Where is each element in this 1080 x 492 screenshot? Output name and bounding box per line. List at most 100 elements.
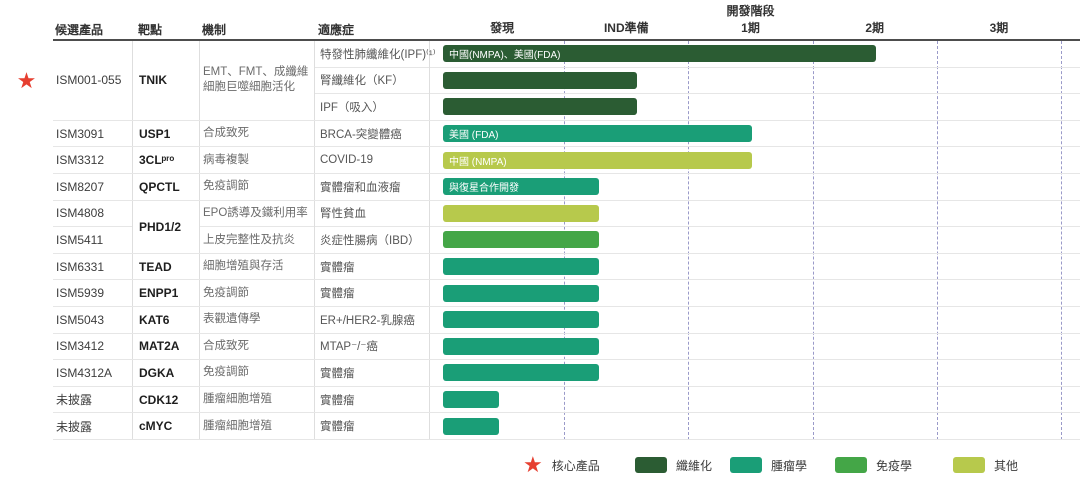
target-column: PHD1/2 bbox=[133, 200, 200, 253]
candidate-product-cell-text: ISM4808 bbox=[56, 206, 105, 221]
indication-cell-text: 實體瘤 bbox=[320, 367, 355, 380]
mechanism-cell: 腫瘤細胞增殖 bbox=[200, 413, 314, 439]
product-column: ISM5939 bbox=[53, 280, 133, 306]
product-column: ISM4312A bbox=[53, 360, 133, 386]
bar-status-label: 與復星合作開發 bbox=[449, 183, 519, 195]
mechanism-column: EPO誘導及鐵利用率 上皮完整性及抗炎 bbox=[200, 200, 315, 253]
row-margin bbox=[0, 280, 53, 307]
product-column: ISM6331 bbox=[53, 253, 133, 280]
mechanism-cell: 上皮完整性及抗炎 bbox=[200, 226, 314, 253]
stage-track-cell bbox=[430, 254, 1080, 280]
mechanism-cell: 細胞增殖與存活 bbox=[200, 254, 314, 280]
pipeline-row-inner: ISM3412 MAT2A 合成致死 MTAP⁻/⁻癌 bbox=[53, 333, 1080, 361]
pipeline-bar-other bbox=[443, 204, 599, 222]
target-cell: KAT6 bbox=[133, 307, 199, 333]
legend-label: 纖維化 bbox=[676, 458, 713, 473]
pipeline-row-group: ISM5939 ENPP1 免疫調節 實體瘤 bbox=[0, 280, 1080, 307]
pipeline-bar-immunology bbox=[443, 231, 599, 249]
stage-track-column bbox=[430, 387, 1080, 413]
target-cell-text: TNIK bbox=[139, 73, 167, 88]
immunology-swatch-icon bbox=[835, 457, 867, 473]
stage-track-column bbox=[430, 360, 1080, 386]
bar-status-label: 中國(NMPA)、美國(FDA) bbox=[449, 50, 561, 62]
target-column: USP1 bbox=[133, 120, 200, 147]
indication-cell-text: 實體瘤和血液瘤 bbox=[320, 181, 401, 194]
product-column: 未披露 bbox=[53, 413, 133, 439]
pipeline-bar-oncology bbox=[443, 364, 599, 382]
row-margin bbox=[0, 147, 53, 174]
oncology-swatch-icon bbox=[730, 457, 762, 473]
target-column: TEAD bbox=[133, 253, 200, 280]
target-cell: CDK12 bbox=[133, 387, 199, 413]
pipeline-bar-fibrosis: 中國(NMPA)、美國(FDA) bbox=[443, 45, 876, 63]
indication-column: BRCA-突變體癌 bbox=[315, 120, 430, 147]
indication-column: COVID-19 bbox=[315, 147, 430, 173]
target-column: MAT2A bbox=[133, 333, 200, 360]
pipeline-bar-oncology: 與復星合作開發 bbox=[443, 178, 599, 196]
mechanism-cell-text: 免疫調節 bbox=[203, 286, 249, 299]
candidate-product-cell-text: ISM3312 bbox=[56, 153, 105, 168]
indication-cell-text: 實體瘤 bbox=[320, 288, 355, 301]
mechanism-cell: 免疫調節 bbox=[200, 280, 314, 306]
column-header-indication: 適應症 bbox=[318, 23, 355, 37]
candidate-product-cell-text: ISM5411 bbox=[56, 232, 104, 247]
candidate-product-cell-text: 未披露 bbox=[56, 393, 93, 408]
stage-track-column: 中國 (NMPA) bbox=[430, 147, 1080, 173]
indication-cell-text: BRCA-突變體癌 bbox=[320, 128, 402, 141]
mechanism-cell-text: 腫瘤細胞增殖 bbox=[203, 393, 272, 406]
pipeline-row-inner: ISM3091 USP1 合成致死 BRCA-突變體癌 美國 (FDA) bbox=[53, 120, 1080, 148]
product-column: ISM3412 bbox=[53, 333, 133, 360]
mechanism-cell: 合成致死 bbox=[200, 121, 314, 147]
pipeline-row-inner: 未披露 cMYC 腫瘤細胞增殖 實體瘤 bbox=[53, 413, 1080, 440]
stage-label-phase1: 1期 bbox=[741, 21, 760, 35]
column-header-target: 靶點 bbox=[138, 23, 163, 37]
stage-track-cell bbox=[430, 334, 1080, 360]
target-column: cMYC bbox=[133, 413, 200, 439]
candidate-product-cell: ISM5939 bbox=[53, 280, 132, 306]
target-cell: 3CLᵖʳᵒ bbox=[133, 147, 199, 173]
stage-gridline bbox=[1061, 41, 1062, 440]
indication-column: 實體瘤 bbox=[315, 280, 430, 306]
product-column: ISM8207 bbox=[53, 173, 133, 200]
core-product-star-icon: ★ bbox=[523, 452, 543, 477]
legend-item-core-product: ★ 核心產品 bbox=[523, 449, 600, 481]
row-margin bbox=[0, 174, 53, 201]
mechanism-cell-text: 病毒複製 bbox=[203, 153, 249, 166]
target-cell-text: PHD1/2 bbox=[139, 219, 182, 234]
target-cell-text: MAT2A bbox=[139, 339, 180, 354]
pipeline-bar-fibrosis bbox=[443, 98, 637, 116]
row-margin bbox=[0, 201, 53, 254]
mechanism-cell: 腫瘤細胞增殖 bbox=[200, 387, 314, 413]
mechanism-column: 細胞增殖與存活 bbox=[200, 253, 315, 280]
indication-cell: COVID-19 bbox=[315, 147, 429, 173]
indication-column: 特發性肺纖維化(IPF)⁽¹⁾ 腎纖維化（KF） IPF（吸入） bbox=[315, 41, 436, 120]
stage-track-cell: 中國(NMPA)、美國(FDA) bbox=[430, 41, 1080, 67]
target-cell-text: 3CLᵖʳᵒ bbox=[139, 153, 175, 168]
candidate-product-cell: ISM5043 bbox=[53, 307, 132, 333]
legend-item-other: 其他 bbox=[953, 449, 1018, 481]
mechanism-cell: 免疫調節 bbox=[200, 174, 314, 200]
candidate-product-cell-text: ISM4312A bbox=[56, 365, 113, 380]
indication-cell: ER+/HER2-乳腺癌 bbox=[315, 307, 429, 333]
stage-track-cell bbox=[430, 360, 1080, 386]
pipeline-bar-oncology bbox=[443, 311, 599, 329]
indication-cell-text: ER+/HER2-乳腺癌 bbox=[320, 314, 415, 327]
stage-label-phase2: 2期 bbox=[865, 21, 885, 35]
indication-cell-text: 實體瘤 bbox=[320, 394, 355, 407]
pipeline-row-inner: ISM5043 KAT6 表觀遺傳學 ER+/HER2-乳腺癌 bbox=[53, 306, 1080, 334]
development-stage-title: 開發階段 bbox=[726, 4, 775, 18]
other-swatch-icon bbox=[953, 457, 985, 473]
pipeline-bar-fibrosis bbox=[443, 71, 637, 89]
product-column: ISM3091 bbox=[53, 120, 133, 147]
column-header-candidate-product: 候選產品 bbox=[55, 23, 104, 37]
mechanism-cell: 表觀遺傳學 bbox=[200, 307, 314, 333]
indication-cell: IPF（吸入） bbox=[315, 93, 429, 120]
mechanism-column: 腫瘤細胞增殖 bbox=[200, 386, 315, 413]
indication-column: 實體瘤和血液瘤 bbox=[315, 173, 430, 200]
pipeline-row-group: 未披露 CDK12 腫瘤細胞增殖 實體瘤 bbox=[0, 386, 1080, 414]
stage-track-cell: 美國 (FDA) bbox=[430, 121, 1080, 147]
stage-track-cell bbox=[430, 307, 1080, 333]
candidate-product-cell-text: ISM5939 bbox=[56, 286, 105, 301]
row-margin bbox=[0, 360, 53, 387]
mechanism-cell-text: 上皮完整性及抗炎 bbox=[203, 233, 295, 246]
